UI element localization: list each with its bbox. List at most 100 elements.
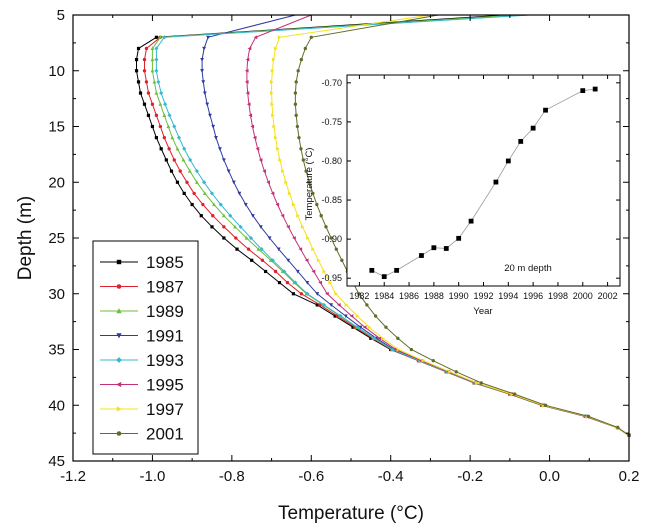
data-point	[334, 247, 338, 251]
data-point	[138, 91, 143, 95]
data-point	[167, 113, 172, 118]
data-point	[355, 314, 360, 318]
data-point	[315, 292, 320, 296]
inset-x-tick-label: 1990	[449, 291, 469, 301]
inset-plot-ticks: 1982 1984 1986 1988 1990 1992 1994 1996 1998 2000…	[321, 75, 620, 301]
data-point	[328, 280, 333, 285]
data-point	[311, 269, 316, 274]
inset-data-point	[530, 125, 536, 131]
data-point	[367, 325, 372, 330]
legend-label: 1985	[146, 253, 184, 272]
inset-data-point	[468, 218, 474, 224]
main-plot-series	[134, 14, 632, 438]
data-point	[175, 146, 180, 151]
data-point	[396, 347, 401, 352]
data-point	[194, 180, 199, 184]
inset-y-tick-label: -0.70	[321, 78, 342, 88]
data-point	[154, 68, 159, 73]
x-tick-label: -1.0	[139, 468, 165, 485]
data-point	[208, 113, 212, 118]
legend-item-2001: 2001	[100, 425, 184, 444]
data-point	[351, 325, 355, 329]
data-point	[260, 258, 265, 262]
legend-item-1989: 1989	[100, 302, 184, 321]
data-point	[287, 191, 292, 196]
inset-plot-series	[369, 86, 598, 280]
data-point	[277, 35, 282, 40]
data-point	[142, 102, 147, 106]
data-point	[154, 90, 159, 95]
data-point	[271, 113, 275, 118]
legend-swatch-marker	[116, 431, 122, 436]
data-point	[169, 169, 174, 173]
data-point	[372, 336, 377, 341]
data-point	[329, 236, 333, 240]
data-point	[246, 102, 251, 107]
y-tick-label: 30	[48, 286, 65, 303]
data-point	[162, 35, 167, 40]
inset-data-point	[543, 107, 548, 113]
data-point	[295, 269, 300, 274]
data-point	[512, 392, 517, 396]
data-point	[373, 314, 378, 318]
x-tick-label: -0.6	[298, 468, 324, 485]
legend-item-1985: 1985	[100, 253, 184, 272]
data-point	[162, 135, 167, 140]
data-point	[275, 202, 280, 207]
data-point	[150, 124, 155, 129]
data-point	[218, 202, 223, 207]
data-point	[306, 236, 310, 240]
data-point	[188, 157, 193, 163]
data-point	[358, 325, 363, 330]
data-point	[146, 91, 151, 95]
inset-x-tick-label: 1988	[424, 291, 444, 301]
data-point	[253, 35, 258, 40]
data-point	[210, 225, 214, 229]
data-point	[277, 281, 282, 285]
data-point	[381, 336, 385, 341]
y-tick-label: 15	[48, 119, 65, 136]
legend-item-1997: 1997	[100, 400, 184, 419]
data-point	[273, 269, 278, 274]
data-point	[181, 157, 186, 162]
data-point	[294, 80, 298, 84]
data-point	[170, 135, 175, 140]
legend-item-1993: 1993	[100, 351, 184, 370]
inset-x-tick-label: 1992	[473, 291, 493, 301]
main-x-axis-label: Temperature (°C)	[278, 503, 424, 524]
data-point	[340, 258, 344, 262]
data-point	[297, 135, 301, 140]
data-point	[202, 91, 207, 96]
legend-swatch-marker	[116, 381, 122, 388]
data-point	[276, 247, 281, 252]
data-point	[150, 57, 155, 62]
data-point	[298, 247, 303, 252]
legend-item-1991: 1991	[100, 327, 184, 346]
data-point	[296, 213, 300, 218]
data-point	[324, 225, 328, 229]
data-point	[144, 46, 149, 51]
legend-item-1995: 1995	[100, 376, 184, 395]
inset-data-point	[369, 267, 375, 273]
data-point	[211, 214, 215, 218]
data-point	[616, 425, 620, 430]
legend-swatch-marker	[116, 308, 122, 314]
inset-x-tick-label: 2002	[598, 291, 618, 301]
data-point	[475, 381, 479, 385]
legend-label: 1989	[146, 302, 184, 321]
data-point	[293, 91, 298, 95]
x-tick-label: -1.2	[60, 468, 86, 485]
data-point	[286, 224, 290, 229]
data-point	[264, 269, 268, 274]
data-point	[163, 102, 168, 107]
data-point	[187, 169, 192, 173]
inset-x-tick-label: 1982	[349, 291, 369, 301]
data-point	[315, 202, 319, 207]
data-point	[150, 102, 155, 106]
data-point	[154, 35, 158, 39]
data-point	[256, 247, 261, 251]
inset-background	[347, 75, 620, 286]
data-point	[305, 281, 310, 285]
legend-item-1987: 1987	[100, 278, 184, 297]
data-point	[142, 57, 147, 62]
